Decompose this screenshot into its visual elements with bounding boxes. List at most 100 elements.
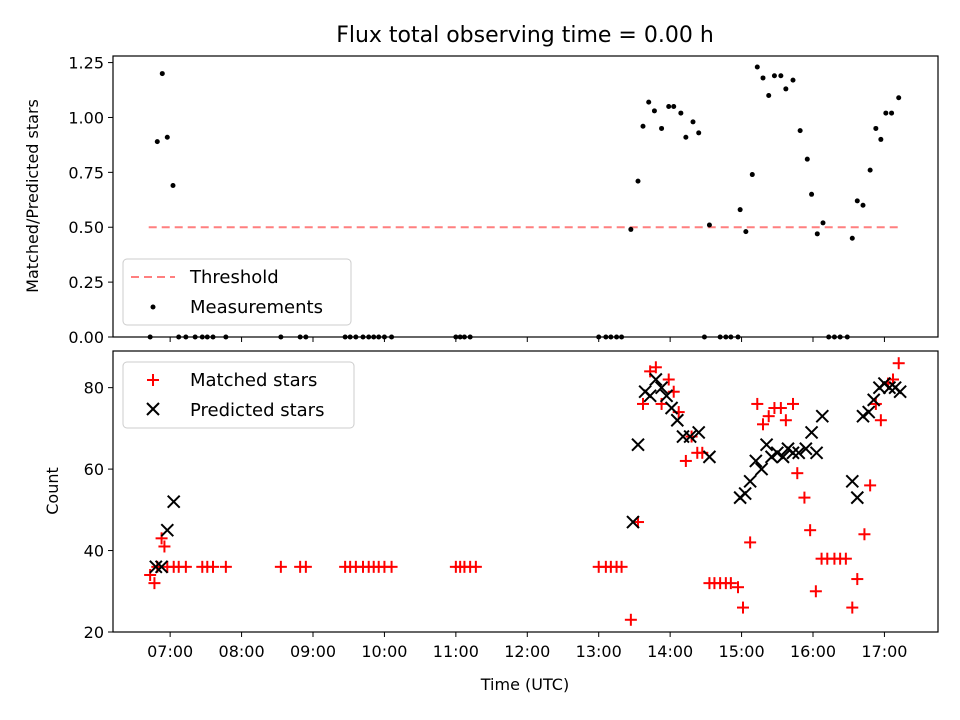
predicted-star-point [754, 462, 769, 476]
predicted-star-point [160, 523, 174, 537]
predicted-star-point [792, 446, 806, 460]
matched-star-point [737, 601, 749, 614]
matched-star-point [757, 418, 769, 431]
matched-star-point [155, 532, 168, 545]
matched-star-point [762, 410, 775, 423]
x-tick-label: 11:00 [433, 642, 479, 661]
measurement-point [809, 191, 815, 197]
measurement-point [883, 110, 889, 116]
x-tick-label: 16:00 [790, 642, 836, 661]
x-tick-label: 13:00 [576, 642, 622, 661]
matched-star-point [624, 613, 637, 626]
predicted-star-point [749, 454, 763, 468]
measurement-point [771, 73, 777, 79]
matched-star-point [662, 373, 675, 386]
bottom-plot-frame [112, 350, 939, 633]
matched-star-point [144, 568, 157, 581]
measurement-point [671, 103, 677, 109]
legend-matched-label: Matched stars [190, 370, 317, 391]
x-tick-label: 14:00 [647, 642, 693, 661]
x-tick-label: 17:00 [861, 642, 907, 661]
top-y-tick-label: 0.75 [68, 163, 104, 182]
predicted-star-point [815, 409, 829, 423]
measurement-point [867, 167, 873, 173]
matched-star-point [791, 467, 804, 480]
matched-star-point [864, 479, 877, 492]
matched-star-point [874, 414, 887, 427]
predicted-star-point [804, 425, 819, 440]
predicted-star-point [799, 442, 813, 456]
predicted-star-point [654, 380, 669, 395]
matched-star-point [804, 524, 817, 537]
matched-star-point [751, 397, 764, 410]
predicted-star-point [882, 380, 897, 395]
measurement-point [666, 103, 672, 109]
matched-star-point [858, 528, 871, 541]
bottom-legend-box [122, 361, 355, 429]
predicted-star-point [683, 429, 697, 444]
top-panel: 0.00 0.25 0.50 0.75 1.00 1.25 Matched/Predict… [23, 54, 939, 347]
matched-star-point [179, 560, 192, 573]
bottom-legend: Matched stars Predicted stars [122, 361, 355, 429]
x-tick-label: 09:00 [290, 642, 336, 661]
measurement-point [737, 207, 743, 213]
measurement-point [749, 172, 755, 178]
top-y-axis-label: Matched/Predicted stars [23, 99, 42, 293]
x-tick-label: 12:00 [504, 642, 550, 661]
matched-star-point [274, 560, 287, 573]
measurement-point [659, 125, 665, 131]
predicted-star-point [770, 446, 784, 460]
matched-star-point [851, 573, 864, 586]
predicted-star-point [659, 389, 674, 403]
bottom-y-tick-label: 60 [84, 460, 104, 479]
legend-predicted-swatch [146, 402, 160, 416]
predicted-star-point [893, 385, 907, 399]
legend-measurements-label: Measurements [190, 297, 323, 318]
predicted-star-point [149, 560, 163, 574]
measurement-point [873, 125, 879, 131]
measurement-point [690, 119, 696, 125]
top-y-tick-label: 0.50 [68, 218, 104, 237]
matched-star-point [732, 581, 744, 594]
bottom-y-axis-label: Count [43, 467, 62, 515]
x-tick-label: 08:00 [219, 642, 265, 661]
matched-star-point [774, 402, 787, 415]
measurement-point [706, 222, 712, 228]
measurement-point [790, 77, 796, 83]
bottom-panel: 20 40 60 80 07:00 08:00 09:00 10:00 11:00 12:00 13… [43, 350, 939, 694]
matched-star-point [787, 397, 799, 410]
measurement-point [820, 220, 826, 226]
measurement-point [678, 110, 684, 116]
bottom-axis-ticks: 20 40 60 80 07:00 08:00 09:00 10:00 11:00 12:00 13… [84, 379, 908, 661]
predicted-star-point [167, 494, 181, 509]
predicted-star-point [845, 474, 859, 489]
measurement-point [778, 73, 784, 79]
predicted-star-point [856, 409, 870, 423]
predicted-star-point [664, 401, 679, 415]
legend-measurements-swatch [150, 304, 156, 310]
measurement-point [797, 128, 803, 134]
matched-star-point [779, 414, 792, 427]
measurement-point [860, 202, 866, 208]
matched-star-point [869, 397, 882, 410]
predicted-star-point [649, 372, 663, 387]
predicted-star-point [631, 437, 645, 452]
measurement-point [896, 95, 902, 101]
matched-star-point [846, 601, 859, 614]
matched-star-point [637, 397, 649, 410]
measurement-point [651, 108, 657, 114]
predicted-star-point [862, 405, 876, 419]
matched-star-point [158, 540, 171, 553]
measurement-point [760, 75, 766, 81]
predicted-star-point [738, 486, 752, 501]
predicted-star-point [759, 437, 774, 452]
matched-star-point [148, 577, 161, 590]
x-tick-label: 15:00 [719, 642, 765, 661]
predicted-star-point [867, 393, 881, 407]
matched-star-point [839, 552, 852, 565]
matched-star-point [649, 361, 662, 374]
measurement-point [878, 136, 884, 142]
predicted-star-point [743, 474, 757, 489]
measurement-point [628, 226, 634, 232]
